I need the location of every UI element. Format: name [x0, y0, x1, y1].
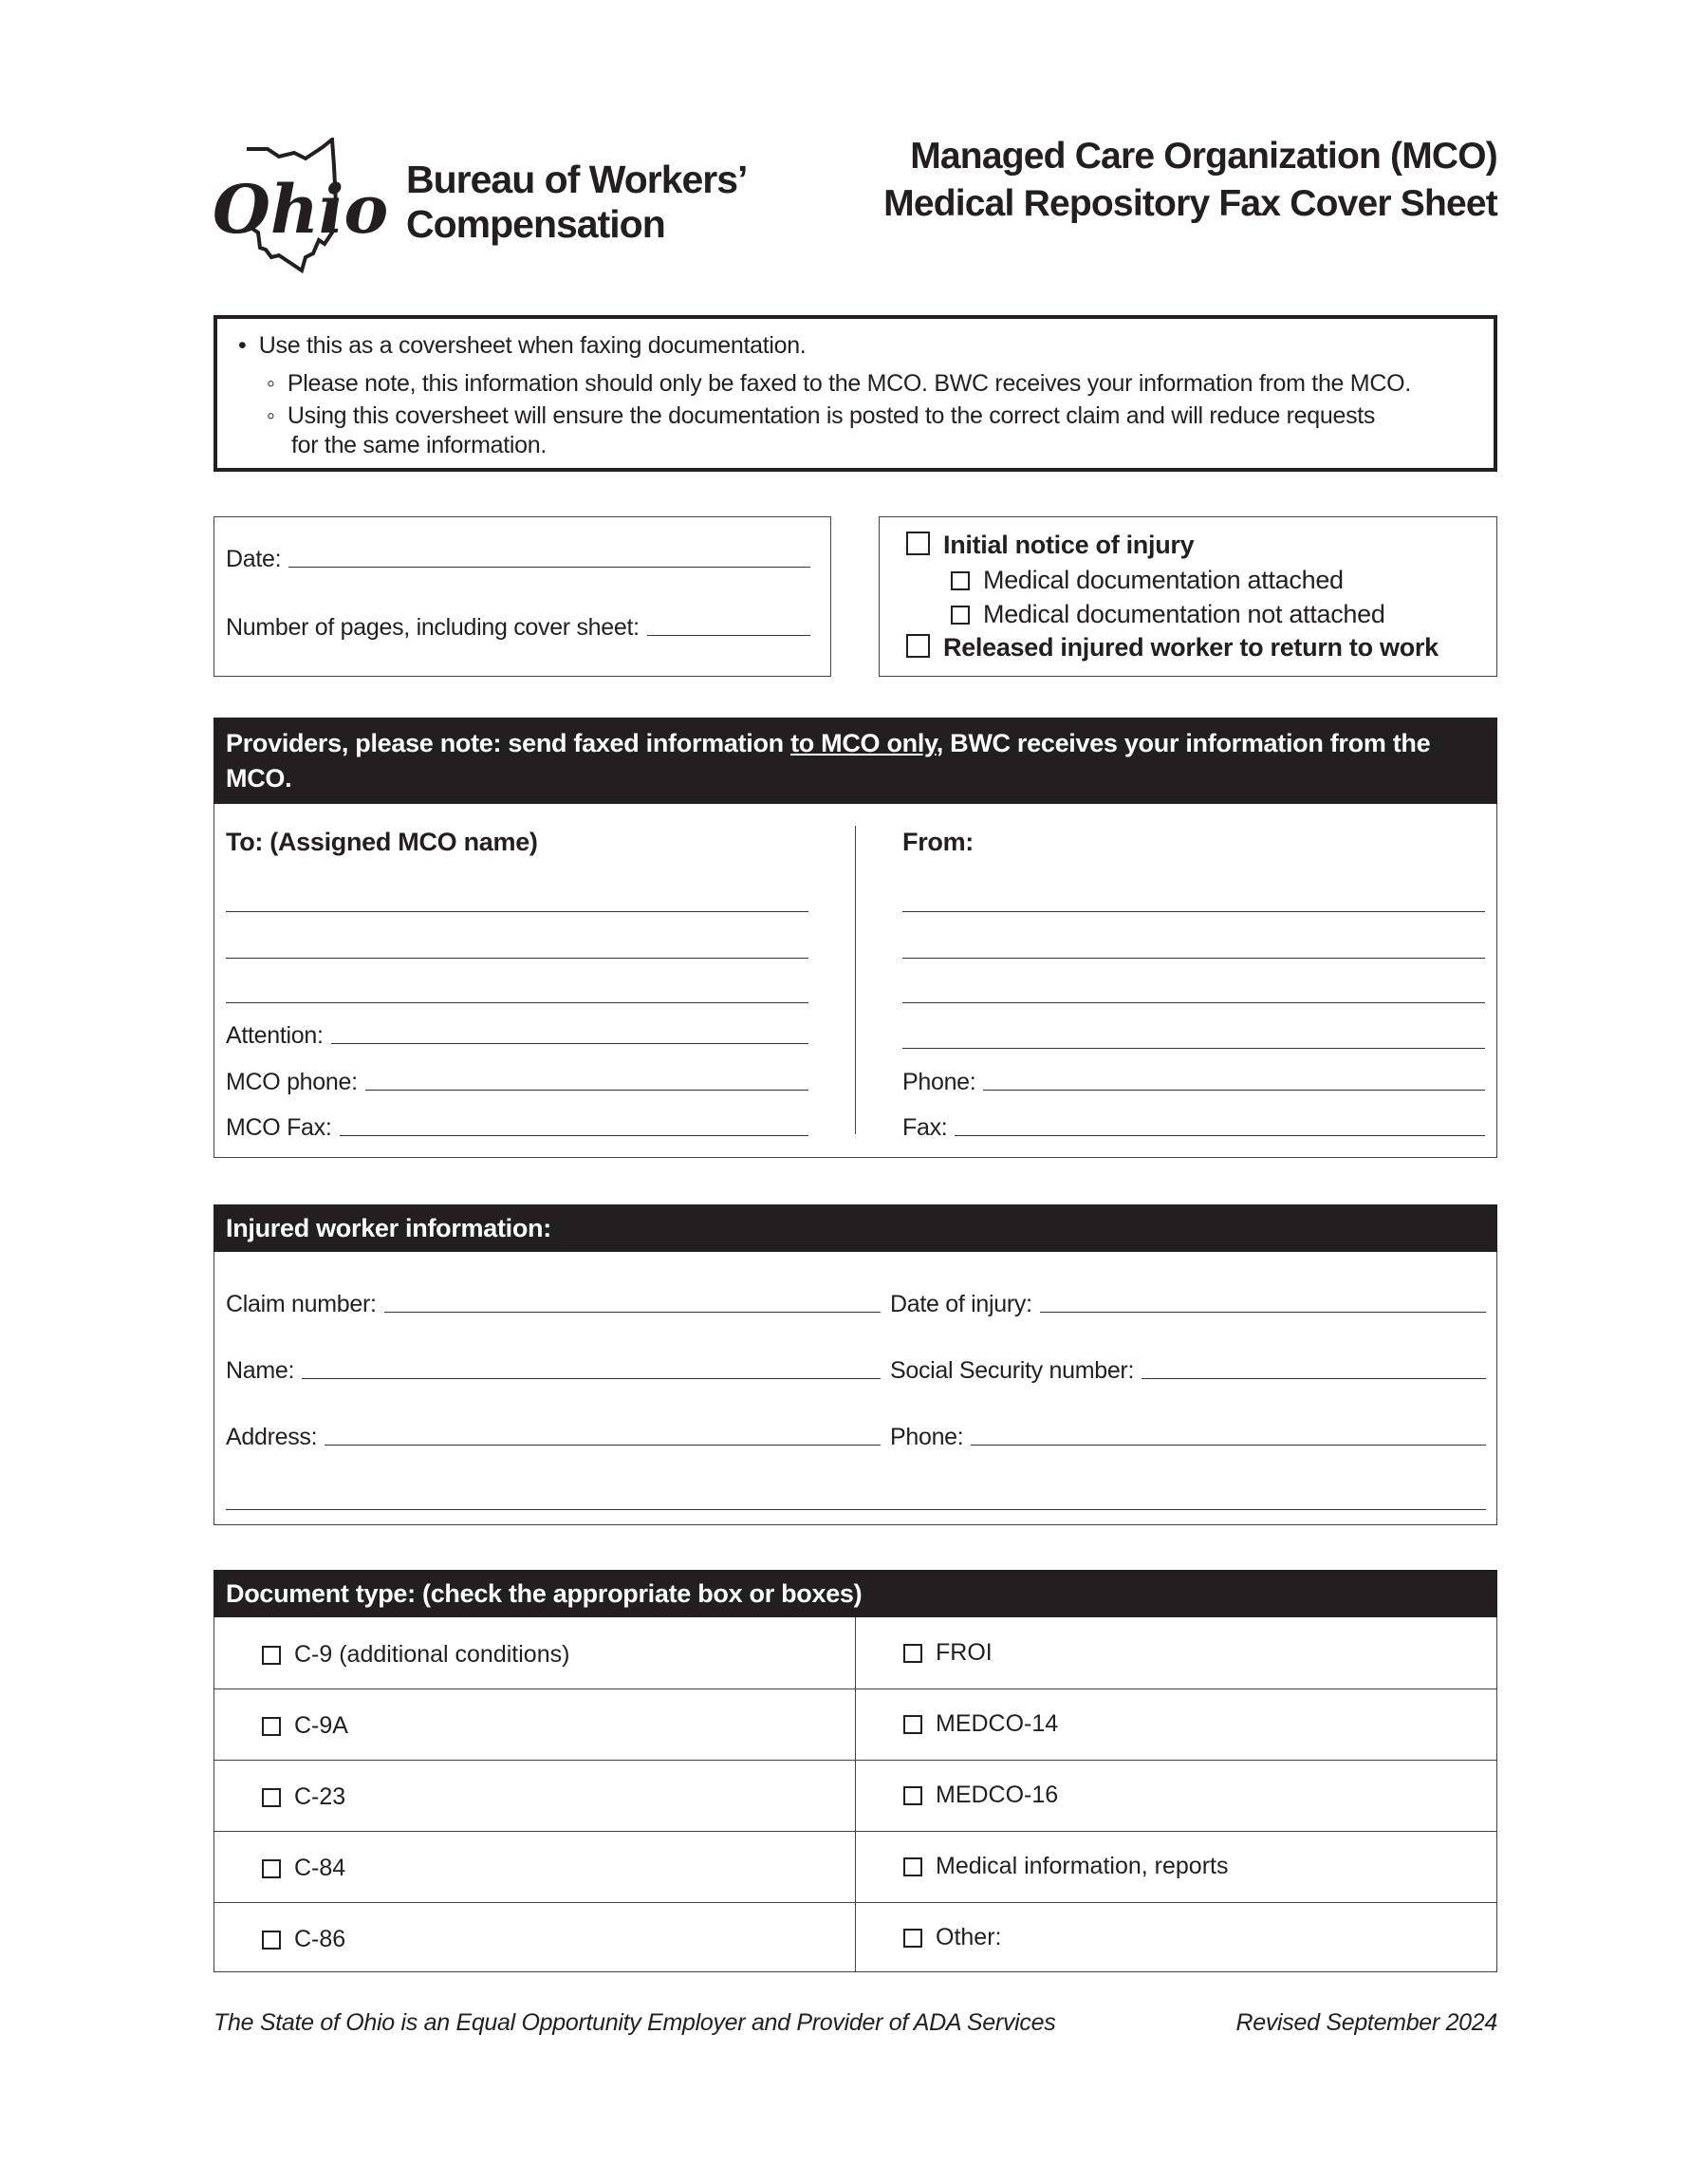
notice-box: • Use this as a coversheet when faxing d…: [214, 315, 1497, 472]
org-name: Bureau of Workers’ Compensation: [406, 158, 748, 247]
page-title: Managed Care Organization (MCO) Medical …: [883, 133, 1498, 228]
ohio-logo: Ohio: [213, 138, 386, 274]
pages-field[interactable]: Number of pages, including cover sheet:: [226, 614, 810, 642]
title-line2: Medical Repository Fax Cover Sheet: [883, 183, 1498, 224]
injured-header: Injured worker information:: [214, 1204, 1497, 1252]
from-line-3[interactable]: [902, 1002, 1485, 1003]
address-line-2[interactable]: [226, 1509, 1486, 1510]
from-line-2[interactable]: [902, 958, 1485, 959]
date-of-injury-field[interactable]: Date of injury:: [890, 1291, 1486, 1318]
doctype-checkbox-right[interactable]: MEDCO-16: [903, 1760, 1058, 1831]
doctype-checkbox-right[interactable]: MEDCO-14: [903, 1689, 1058, 1760]
notice-sub2-cont: for the same information.: [291, 432, 548, 458]
doctype-checkbox-left[interactable]: C-86: [262, 1904, 345, 1975]
from-fax-field[interactable]: Fax:: [902, 1114, 1485, 1142]
footer-eeo: The State of Ohio is an Equal Opportunit…: [214, 2009, 1056, 2036]
org-line2: Compensation: [406, 202, 666, 246]
checkbox-icon[interactable]: [262, 1787, 281, 1807]
checkbox-icon[interactable]: [903, 1785, 922, 1805]
to-label: To: (Assigned MCO name): [226, 828, 538, 856]
doctype-checkbox-right[interactable]: Other:: [903, 1902, 1001, 1973]
date-field[interactable]: Date:: [226, 546, 810, 573]
doctype-divider: [855, 1617, 856, 1972]
checkbox-icon[interactable]: [903, 1643, 922, 1663]
from-line-4[interactable]: [902, 1048, 1485, 1049]
attention-field[interactable]: Attention:: [226, 1022, 808, 1050]
mco-fax-field[interactable]: MCO Fax:: [226, 1114, 808, 1142]
footer-revised: Revised September 2024: [1235, 2009, 1497, 2036]
claim-number-field[interactable]: Claim number:: [226, 1291, 881, 1318]
doctype-row-divider: [214, 1760, 1497, 1761]
doctype-checkbox-left[interactable]: C-84: [262, 1833, 345, 1904]
initial-notice-checkbox[interactable]: Initial notice of injury: [906, 531, 1195, 560]
status-box: Initial notice of injury Medical documen…: [879, 516, 1497, 677]
checkbox-icon[interactable]: [903, 1928, 922, 1948]
from-phone-field[interactable]: Phone:: [902, 1069, 1485, 1096]
svg-text:Ohio: Ohio: [213, 170, 386, 249]
doctype-header: Document type: (check the appropriate bo…: [214, 1570, 1497, 1617]
title-line1: Managed Care Organization (MCO): [910, 136, 1498, 177]
checkbox-icon[interactable]: [903, 1856, 922, 1876]
date-box: Date: Number of pages, including cover s…: [214, 516, 831, 677]
doctype-checkbox-right[interactable]: Medical information, reports: [903, 1831, 1228, 1902]
from-label: From:: [902, 828, 974, 856]
checkbox-icon[interactable]: [262, 1858, 281, 1878]
column-divider: [855, 826, 856, 1134]
to-line-2[interactable]: [226, 958, 808, 959]
from-line-1[interactable]: [902, 911, 1485, 912]
doctype-checkbox-left[interactable]: C-9 (additional conditions): [262, 1619, 569, 1690]
phone-field[interactable]: Phone:: [890, 1424, 1486, 1451]
checkbox-icon[interactable]: [262, 1930, 281, 1950]
providers-note: Providers, please note: send faxed infor…: [214, 718, 1497, 804]
doctype-row-divider: [214, 1831, 1497, 1832]
notice-bullet: • Use this as a coversheet when faxing d…: [238, 332, 807, 359]
released-checkbox[interactable]: Released injured worker to return to wor…: [906, 633, 1439, 662]
to-line-1[interactable]: [226, 911, 808, 912]
org-line1: Bureau of Workers’: [406, 158, 748, 201]
notice-sub1: ◦ Please note, this information should o…: [267, 370, 1411, 397]
doctype-row-divider: [214, 1902, 1497, 1903]
med-not-attached-checkbox[interactable]: Medical documentation not attached: [951, 600, 1385, 629]
doctype-checkbox-right[interactable]: FROI: [903, 1617, 993, 1689]
doctype-checkbox-left[interactable]: C-23: [262, 1762, 345, 1833]
checkbox-icon[interactable]: [262, 1645, 281, 1665]
checkbox-icon[interactable]: [262, 1716, 281, 1736]
notice-sub2: ◦ Using this coversheet will ensure the …: [267, 402, 1376, 429]
address-field[interactable]: Address:: [226, 1424, 881, 1451]
mco-phone-field[interactable]: MCO phone:: [226, 1069, 808, 1096]
doctype-checkbox-left[interactable]: C-9A: [262, 1690, 348, 1762]
checkbox-icon[interactable]: [903, 1714, 922, 1734]
med-attached-checkbox[interactable]: Medical documentation attached: [951, 566, 1344, 595]
to-line-3[interactable]: [226, 1002, 808, 1003]
ssn-field[interactable]: Social Security number:: [890, 1357, 1486, 1385]
name-field[interactable]: Name:: [226, 1357, 881, 1385]
